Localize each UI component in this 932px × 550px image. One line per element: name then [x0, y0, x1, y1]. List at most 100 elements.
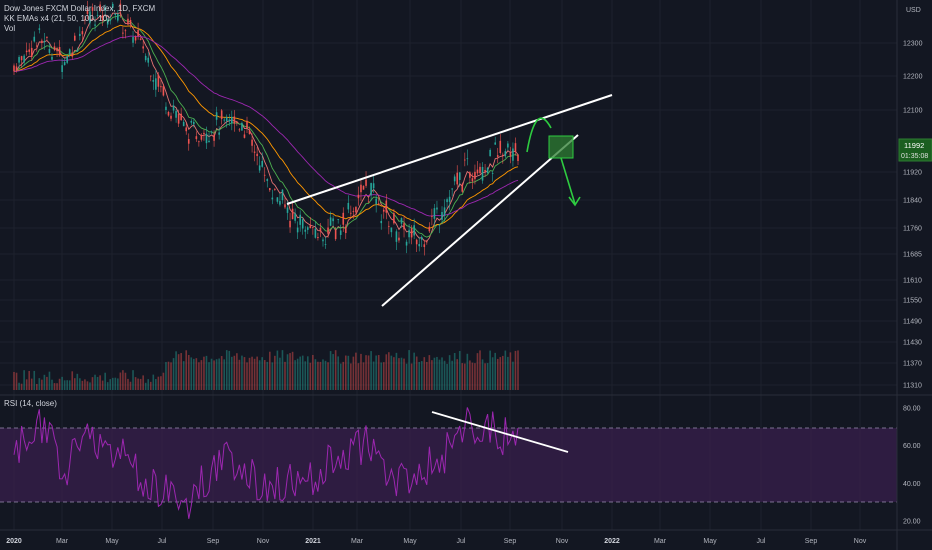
volume-bar	[284, 361, 286, 390]
symbol-title[interactable]: Dow Jones FXCM Dollar Index, 1D, FXCM	[4, 4, 156, 13]
candle-body	[25, 50, 28, 53]
volume-bar	[248, 357, 251, 390]
volume-bar	[30, 378, 33, 390]
volume-bar	[286, 354, 289, 390]
volume-bar	[413, 352, 415, 390]
volume-bar	[342, 361, 345, 390]
ema-indicator-label[interactable]: KK EMAs x4 (21, 50, 100, 10)	[4, 14, 110, 23]
candle-body	[342, 212, 345, 225]
volume-bar	[329, 351, 332, 390]
candle-body	[198, 141, 200, 143]
breakdown-marker-box[interactable]	[548, 135, 574, 159]
volume-bar	[317, 361, 319, 390]
volume-bar	[63, 380, 66, 390]
volume-bar	[139, 378, 142, 390]
candle-body	[294, 213, 296, 221]
rsi-axis[interactable]: 80.00 60.00 40.00 20.00	[903, 406, 921, 526]
projected-breakdown-arrowhead	[568, 196, 581, 207]
candle-body	[111, 3, 114, 8]
candle-body	[286, 207, 289, 213]
projected-bounce-arrow[interactable]	[526, 117, 552, 153]
volume-bar	[51, 379, 53, 390]
candle-body	[388, 225, 390, 227]
volume-bar	[274, 355, 276, 390]
rising-wedge-upper-trendline[interactable]	[286, 94, 613, 205]
price-axis[interactable]: 12300 12200 12100 11920 11840 11760 11685 11610…	[903, 41, 923, 390]
volume-bar	[198, 362, 200, 390]
candle-body	[398, 237, 400, 241]
volume-bar	[314, 359, 317, 390]
volume-bar	[147, 379, 150, 390]
volume-bar	[410, 363, 413, 390]
candle-body	[220, 110, 223, 120]
volume-bar	[134, 377, 137, 390]
candle-body	[276, 197, 279, 202]
candle-body	[205, 133, 208, 144]
rsi-line[interactable]	[13, 407, 519, 519]
candle-body	[428, 226, 431, 232]
candle-body	[476, 169, 479, 174]
candle-body	[13, 65, 15, 72]
candle-body	[337, 219, 339, 220]
drawings[interactable]	[286, 94, 613, 307]
volume-indicator-label[interactable]: Vol	[4, 24, 16, 33]
volume-bar	[420, 361, 423, 390]
candle-body	[352, 211, 355, 212]
volume-bar	[357, 363, 360, 390]
volume-bar	[499, 357, 502, 390]
candle-body	[129, 19, 132, 24]
volume-bar	[299, 356, 301, 390]
volume-bar	[276, 350, 279, 390]
volume-bar	[502, 355, 504, 390]
volume-bar	[474, 363, 476, 390]
candle-body	[484, 169, 486, 172]
candle-body	[453, 176, 456, 182]
volume-bar	[20, 383, 23, 390]
ema-100-line	[13, 35, 519, 217]
candle-body	[182, 121, 185, 127]
volume-bar	[347, 355, 350, 390]
volume-bar	[461, 363, 464, 390]
volume-bar	[372, 361, 375, 390]
candle-body	[395, 231, 398, 242]
volume-bar	[448, 355, 451, 390]
time-axis[interactable]: 2020 Mar May Jul Sep Nov 2021 Mar May Jul Sep Nov 20…	[6, 538, 867, 545]
volume-bar	[157, 376, 160, 390]
projected-breakdown-arrow[interactable]	[560, 157, 576, 205]
volume-bar	[94, 374, 96, 390]
volume-bar	[53, 383, 56, 390]
volume-bars	[13, 350, 519, 390]
volume-bar	[122, 370, 124, 390]
candle-body	[84, 19, 86, 21]
candle-body	[187, 139, 190, 144]
volume-bar	[38, 378, 41, 390]
candle-body	[507, 143, 509, 148]
volume-bar	[281, 350, 284, 390]
volume-bar	[418, 361, 421, 390]
candle-body	[446, 199, 448, 203]
candle-body	[152, 80, 155, 82]
rsi-divergence-line[interactable]	[431, 411, 569, 453]
volume-bar	[352, 356, 355, 390]
candle-body	[365, 179, 367, 186]
volume-bar	[132, 370, 134, 390]
candle-body	[246, 120, 248, 128]
candle-body	[319, 227, 322, 232]
candle-body	[499, 140, 502, 153]
volume-bar	[114, 377, 117, 390]
price-candles[interactable]	[13, 0, 519, 256]
candle-body	[367, 201, 370, 203]
candle-body	[448, 196, 451, 202]
candle-body	[137, 29, 139, 37]
rising-wedge-lower-trendline[interactable]	[381, 134, 579, 307]
candle-body	[496, 155, 499, 157]
volume-bar	[241, 355, 243, 390]
volume-bar	[233, 355, 236, 390]
volume-bar	[119, 372, 122, 390]
price-tick-label: 12200	[903, 74, 923, 81]
volume-bar	[256, 356, 258, 390]
volume-bar	[258, 360, 261, 390]
candle-body	[35, 45, 38, 47]
rsi-indicator-label[interactable]: RSI (14, close)	[4, 399, 57, 408]
